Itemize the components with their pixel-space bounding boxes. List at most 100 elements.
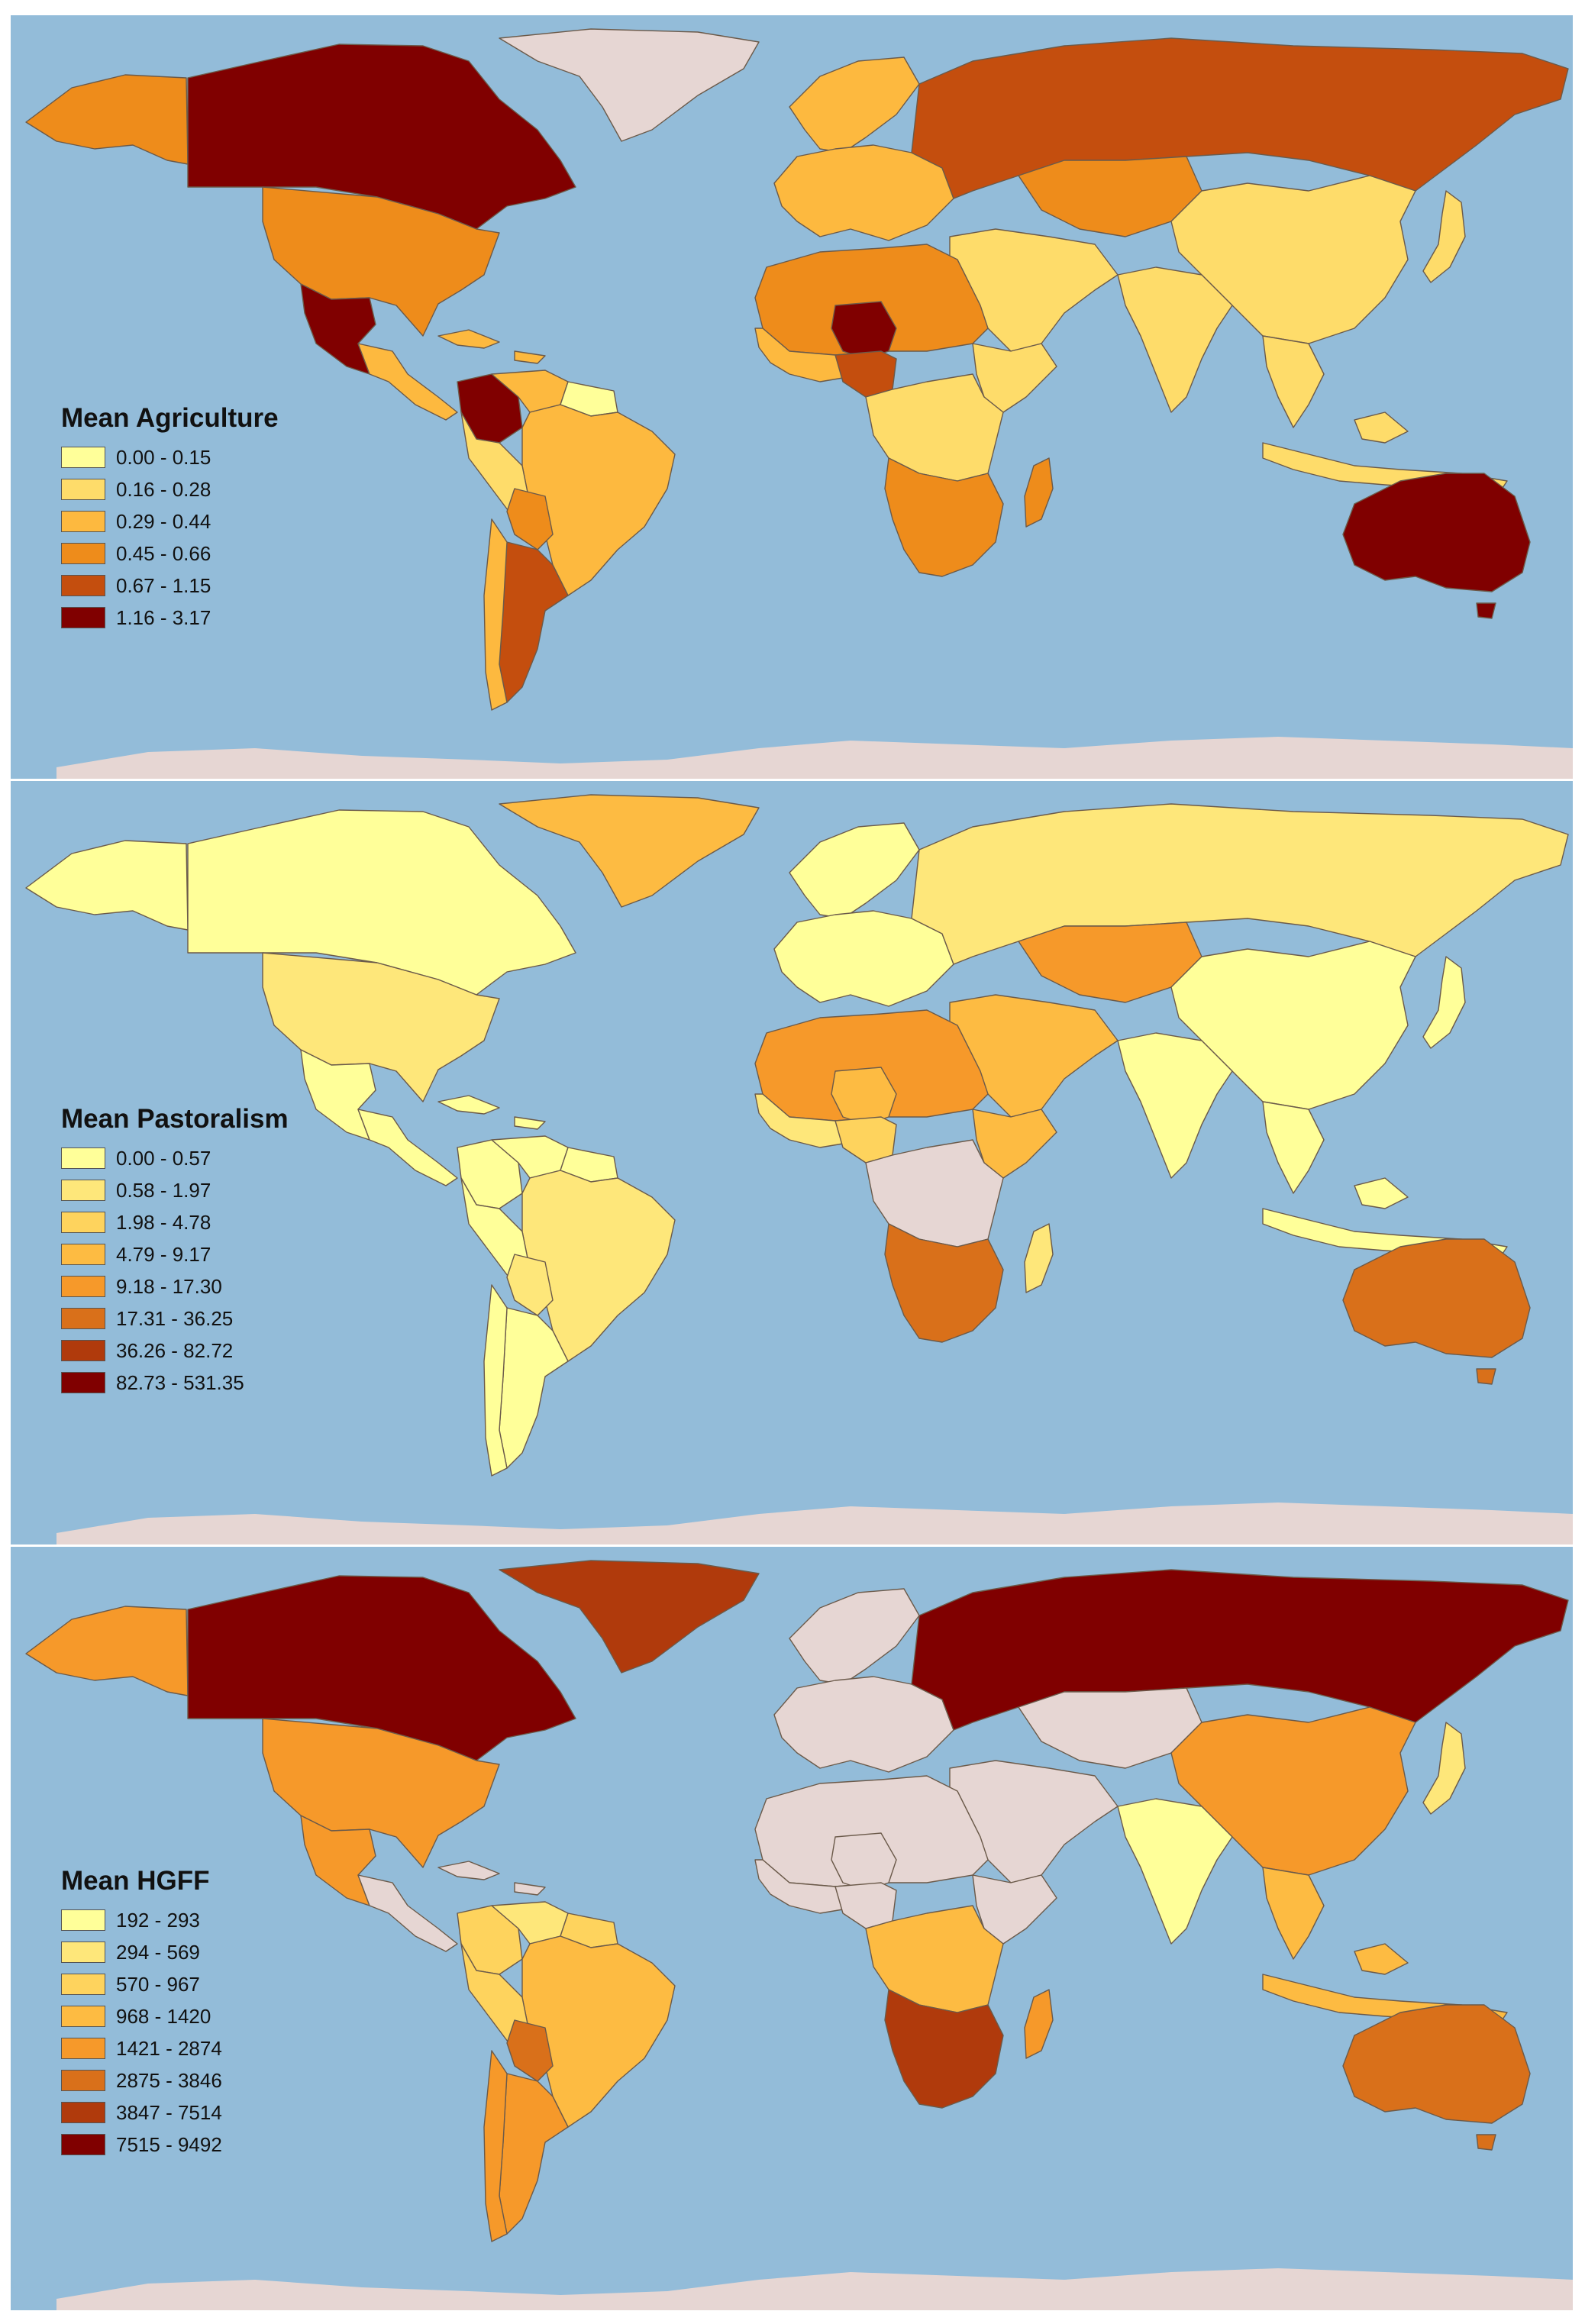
- legend-label: 0.67 - 1.15: [116, 573, 211, 597]
- region-south-asia: [1117, 1798, 1233, 1945]
- region-south-asia: [1117, 266, 1233, 413]
- legend-item: 192 - 293: [61, 1904, 222, 1936]
- region-europe: [773, 910, 954, 1007]
- legend-swatch: [61, 607, 105, 628]
- hgff-legend: Mean HGFF 192 - 293 294 - 569 570 - 967 968…: [61, 1866, 222, 2161]
- region-southern-africa: [884, 1989, 1004, 2109]
- legend-item: 0.16 - 0.28: [61, 473, 279, 505]
- region-greenland: [499, 28, 760, 142]
- legend-label: 0.29 - 0.44: [116, 509, 211, 533]
- legend-label: 0.00 - 0.57: [116, 1146, 211, 1170]
- region-usa: [262, 1718, 500, 1868]
- legend-item: 0.45 - 0.66: [61, 537, 279, 570]
- legend-item: 4.79 - 9.17: [61, 1238, 289, 1270]
- legend-title: Mean HGFF: [61, 1866, 210, 1896]
- region-southern-africa: [884, 1223, 1004, 1343]
- region-australia: [1342, 1238, 1531, 1385]
- region-japan: [1422, 956, 1466, 1049]
- legend-item: 1.16 - 3.17: [61, 602, 279, 634]
- region-scandinavia: [789, 56, 920, 153]
- agriculture-legend: Mean Agriculture 0.00 - 0.15 0.16 - 0.28 0…: [61, 403, 279, 634]
- legend-swatch: [61, 2102, 105, 2123]
- region-chile: [483, 1284, 508, 1477]
- region-southeast-asia: [1262, 1867, 1325, 1960]
- legend-swatch: [61, 1147, 105, 1169]
- legend-item: 17.31 - 36.25: [61, 1302, 289, 1335]
- region-horn-africa: [972, 1109, 1057, 1179]
- legend-swatch: [61, 1974, 105, 1995]
- legend-swatch: [61, 2038, 105, 2059]
- legend-swatch: [61, 1942, 105, 1963]
- legend-label: 1.16 - 3.17: [116, 605, 211, 629]
- region-canada: [187, 1575, 576, 1761]
- region-horn-africa: [972, 1874, 1057, 1945]
- region-canada: [187, 44, 576, 230]
- region-japan: [1422, 1722, 1466, 1815]
- region-southeast-asia: [1262, 1101, 1325, 1194]
- legend-label: 1421 - 2874: [116, 2036, 222, 2060]
- pastoralism-map-panel: Mean Pastoralism 0.00 - 0.57 0.58 - 1.97 1…: [11, 781, 1573, 1544]
- legend-item: 82.73 - 531.35: [61, 1367, 289, 1399]
- legend-item: 0.58 - 1.97: [61, 1174, 289, 1206]
- region-madagascar: [1024, 1989, 1054, 2059]
- agriculture-world-map: [11, 15, 1573, 779]
- legend-item: 9.18 - 17.30: [61, 1270, 289, 1302]
- legend-item: 0.00 - 0.57: [61, 1142, 289, 1174]
- legend-item: 570 - 967: [61, 1968, 222, 2000]
- region-central-america: [357, 343, 458, 421]
- region-japan: [1422, 190, 1466, 283]
- legend-swatch: [61, 1308, 105, 1329]
- region-madagascar: [1024, 1223, 1054, 1293]
- legend-swatch: [61, 575, 105, 596]
- region-central-america: [357, 1109, 458, 1186]
- region-chile: [483, 518, 508, 711]
- legend-label: 36.26 - 82.72: [116, 1338, 234, 1362]
- region-scandinavia: [789, 1588, 920, 1685]
- legend-swatch: [61, 1372, 105, 1393]
- legend-title: Mean Pastoralism: [61, 1104, 289, 1134]
- legend-swatch: [61, 2070, 105, 2091]
- region-alaska: [25, 840, 189, 931]
- region-scandinavia: [789, 822, 920, 919]
- legend-label: 0.00 - 0.15: [116, 445, 211, 469]
- legend-item: 0.29 - 0.44: [61, 505, 279, 537]
- hgff-map-panel: Mean HGFF 192 - 293 294 - 569 570 - 967 968…: [11, 1547, 1573, 2310]
- region-usa: [262, 186, 500, 337]
- legend-item: 0.00 - 0.15: [61, 441, 279, 473]
- legend-item: 7515 - 9492: [61, 2129, 222, 2161]
- region-greenland: [499, 1560, 760, 1674]
- legend-swatch: [61, 447, 105, 468]
- region-usa: [262, 952, 500, 1102]
- legend-label: 3847 - 7514: [116, 2100, 222, 2124]
- legend-label: 9.18 - 17.30: [116, 1274, 222, 1298]
- legend-label: 192 - 293: [116, 1908, 200, 1932]
- region-south-asia: [1117, 1032, 1233, 1179]
- legend-swatch: [61, 2134, 105, 2155]
- region-alaska: [25, 74, 189, 165]
- region-antarctica: [56, 2268, 1573, 2310]
- region-europe: [773, 1676, 954, 1773]
- legend-label: 968 - 1420: [116, 2004, 211, 2028]
- legend-item: 968 - 1420: [61, 2000, 222, 2032]
- legend-swatch: [61, 479, 105, 500]
- region-southeast-asia: [1262, 335, 1325, 428]
- legend-swatch: [61, 1244, 105, 1265]
- legend-swatch: [61, 1180, 105, 1201]
- legend-label: 4.79 - 9.17: [116, 1242, 211, 1266]
- hgff-world-map: [11, 1547, 1573, 2310]
- legend-label: 1.98 - 4.78: [116, 1210, 211, 1234]
- region-caribbean: [437, 1095, 546, 1130]
- legend-label: 82.73 - 531.35: [116, 1370, 244, 1394]
- legend-swatch: [61, 2006, 105, 2027]
- legend-swatch: [61, 1212, 105, 1233]
- legend-label: 2875 - 3846: [116, 2068, 222, 2092]
- agriculture-map-panel: Mean Agriculture 0.00 - 0.15 0.16 - 0.28 0…: [11, 15, 1573, 779]
- region-antarctica: [56, 737, 1573, 779]
- region-australia: [1342, 473, 1531, 619]
- legend-label: 0.45 - 0.66: [116, 541, 211, 565]
- region-alaska: [25, 1606, 189, 1696]
- legend-label: 0.16 - 0.28: [116, 477, 211, 501]
- legend-item: 36.26 - 82.72: [61, 1335, 289, 1367]
- legend-swatch: [61, 543, 105, 564]
- region-central-america: [357, 1874, 458, 1952]
